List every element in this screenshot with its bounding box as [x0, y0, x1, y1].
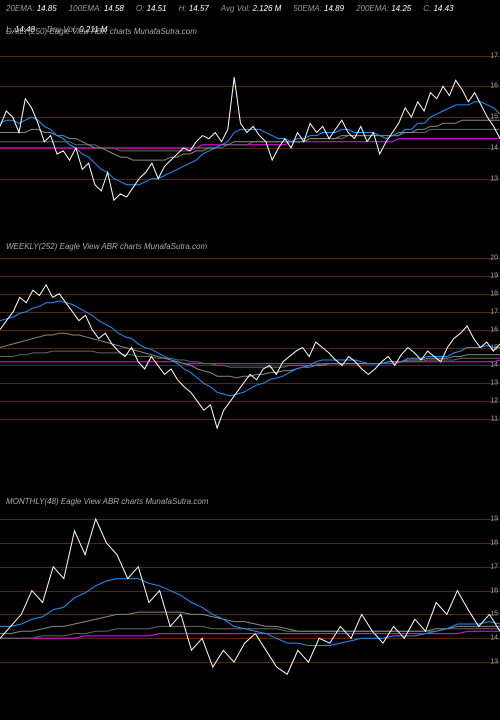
stat-item: O: 14.51 — [136, 4, 167, 13]
stat-item: 200EMA: 14.25 — [356, 4, 411, 13]
series-price — [0, 519, 500, 674]
series-ema50 — [0, 120, 500, 160]
stat-item: 20EMA: 14.85 — [6, 4, 57, 13]
chart-panel-daily: DAILY(250) Eagle View ABR charts MunafaS… — [0, 25, 500, 240]
series-ema100 — [0, 626, 500, 638]
series-ema200 — [0, 631, 500, 638]
stat-item: 50EMA: 14.89 — [293, 4, 344, 13]
panel-title: DAILY(250) Eagle View ABR charts MunafaS… — [6, 27, 197, 36]
panel-title: MONTHLY(48) Eagle View ABR charts Munafa… — [6, 497, 208, 506]
stat-item: C: 14.43 — [423, 4, 453, 13]
chart-panel-weekly: WEEKLY(252) Eagle View ABR charts Munafa… — [0, 240, 500, 455]
series-ema50 — [0, 333, 500, 378]
chart-svg — [0, 25, 500, 240]
stat-item: 100EMA: 14.58 — [69, 4, 124, 13]
chart-svg — [0, 495, 500, 710]
stat-item: H: 14.57 — [179, 4, 209, 13]
chart-panel-monthly: MONTHLY(48) Eagle View ABR charts Munafa… — [0, 495, 500, 710]
chart-svg — [0, 240, 500, 455]
panel-title: WEEKLY(252) Eagle View ABR charts Munafa… — [6, 242, 207, 251]
series-ema20 — [0, 579, 500, 646]
stat-item: Avg Vol: 2.126 M — [221, 4, 281, 13]
